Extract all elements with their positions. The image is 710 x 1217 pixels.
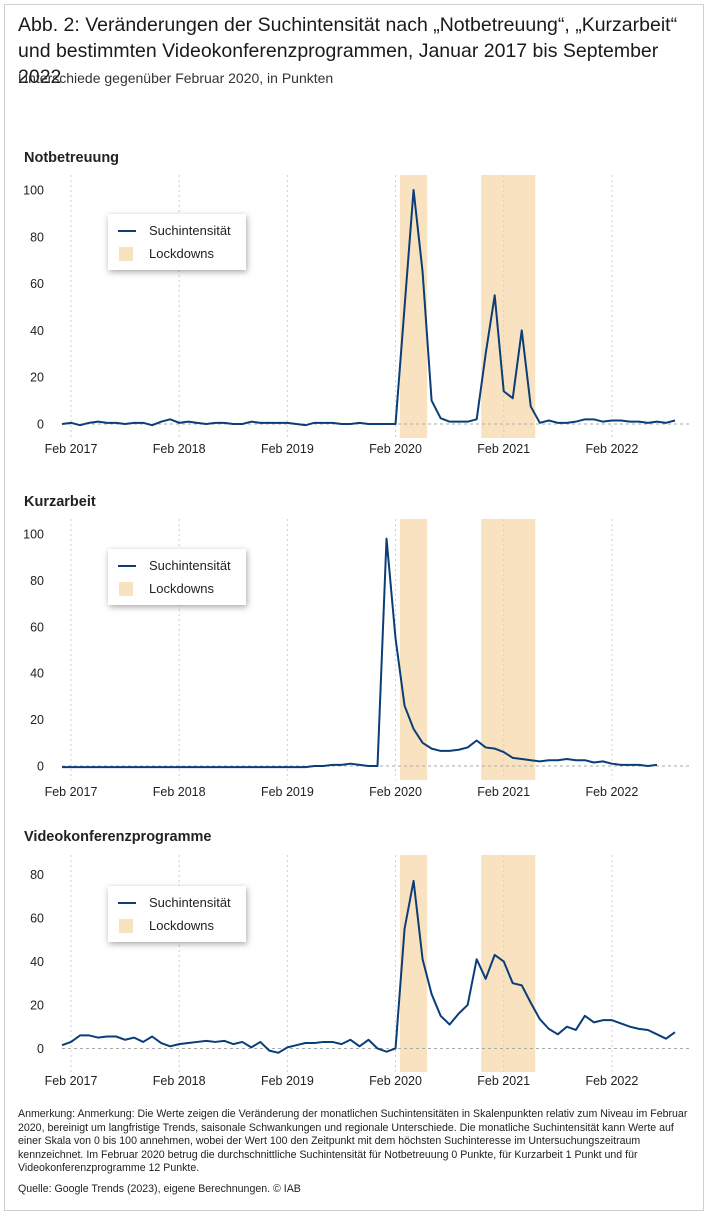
y-tick-label: 100 <box>23 184 44 198</box>
y-tick-label: 80 <box>30 230 44 244</box>
y-tick-label: 0 <box>37 760 44 774</box>
y-tick-label: 40 <box>30 324 44 338</box>
source-line: Quelle: Google Trends (2023), eigene Ber… <box>18 1183 301 1195</box>
x-tick-label: Feb 2017 <box>45 785 98 799</box>
lockdown-band-1 <box>400 519 428 780</box>
y-tick-label: 60 <box>30 911 44 925</box>
legend-area-swatch <box>119 247 133 261</box>
legend-notbetreuung: Suchintensität Lockdowns <box>108 214 246 270</box>
lockdown-band-1 <box>400 855 428 1072</box>
x-tick-label: Feb 2018 <box>153 1074 206 1088</box>
panel-title-notbetreuung: Notbetreuung <box>24 150 120 166</box>
chart-kurzarbeit: Feb 2017 Feb 2018 Feb 2019 Feb 2020 Feb 2021… <box>23 519 689 799</box>
panel-title-videokonferenz: Videokonferenzprogramme <box>24 829 212 845</box>
legend-label-lockdowns: Lockdowns <box>149 918 215 933</box>
y-tick-label: 60 <box>30 620 44 634</box>
x-tick-label: Feb 2019 <box>261 1074 314 1088</box>
y-tick-label: 20 <box>30 371 44 385</box>
figure-subtitle: Unterschiede gegenüber Februar 2020, in … <box>18 70 334 86</box>
x-tick-label: Feb 2022 <box>585 785 638 799</box>
legend-videokonferenz: Suchintensität Lockdowns <box>108 886 246 942</box>
x-tick-label: Feb 2020 <box>369 442 422 456</box>
legend-line-swatch <box>118 902 136 904</box>
legend-kurzarbeit: Suchintensität Lockdowns <box>108 549 246 605</box>
series-line-suchintensitaet <box>61 879 676 1054</box>
y-tick-label: 80 <box>30 574 44 588</box>
legend-label-suchintensitaet: Suchintensität <box>149 895 231 910</box>
x-tick-label: Feb 2017 <box>45 442 98 456</box>
x-tick-label: Feb 2019 <box>261 442 314 456</box>
legend-line-swatch <box>118 230 136 232</box>
y-tick-label: 0 <box>37 418 44 432</box>
y-tick-label: 0 <box>37 1042 44 1056</box>
legend-area-swatch <box>119 919 133 933</box>
legend-label-lockdowns: Lockdowns <box>149 246 215 261</box>
lockdown-band-2 <box>481 519 536 780</box>
x-tick-label: Feb 2022 <box>585 1074 638 1088</box>
y-tick-label: 20 <box>30 998 44 1012</box>
legend-area-swatch <box>119 582 133 596</box>
legend-label-lockdowns: Lockdowns <box>149 581 215 596</box>
figure-frame <box>4 4 704 1211</box>
chart-videokonferenzprogramme: Feb 2017 Feb 2018 Feb 2019 Feb 2020 Feb 2021… <box>30 855 689 1088</box>
x-tick-label: Feb 2019 <box>261 785 314 799</box>
figure-title: Abb. 2: Veränderungen der Suchintensität… <box>18 14 678 88</box>
legend-label-suchintensitaet: Suchintensität <box>149 223 231 238</box>
y-tick-label: 20 <box>30 713 44 727</box>
footnote: Anmerkung: Anmerkung: Die Werte zeigen d… <box>18 1108 688 1175</box>
y-tick-label: 100 <box>23 528 44 542</box>
x-tick-label: Feb 2022 <box>585 442 638 456</box>
x-tick-label: Feb 2018 <box>153 785 206 799</box>
lockdown-band-2 <box>481 175 536 438</box>
x-tick-label: Feb 2021 <box>477 785 530 799</box>
legend-line-swatch <box>118 565 136 567</box>
y-tick-label: 60 <box>30 277 44 291</box>
x-tick-label: Feb 2020 <box>369 1074 422 1088</box>
x-tick-label: Feb 2017 <box>45 1074 98 1088</box>
series-line-suchintensitaet <box>61 189 676 427</box>
y-tick-label: 80 <box>30 868 44 882</box>
panel-title-kurzarbeit: Kurzarbeit <box>24 494 96 510</box>
y-tick-label: 40 <box>30 955 44 969</box>
series-line-suchintensitaet <box>62 537 658 769</box>
x-tick-label: Feb 2018 <box>153 442 206 456</box>
legend-label-suchintensitaet: Suchintensität <box>149 558 231 573</box>
lockdown-band-2 <box>481 855 536 1072</box>
x-tick-label: Feb 2021 <box>477 1074 530 1088</box>
y-tick-label: 40 <box>30 667 44 681</box>
x-tick-label: Feb 2020 <box>369 785 422 799</box>
x-tick-label: Feb 2021 <box>477 442 530 456</box>
chart-notbetreuung: Feb 2017 Feb 2018 Feb 2019 Feb 2020 Feb 2021… <box>23 175 689 456</box>
